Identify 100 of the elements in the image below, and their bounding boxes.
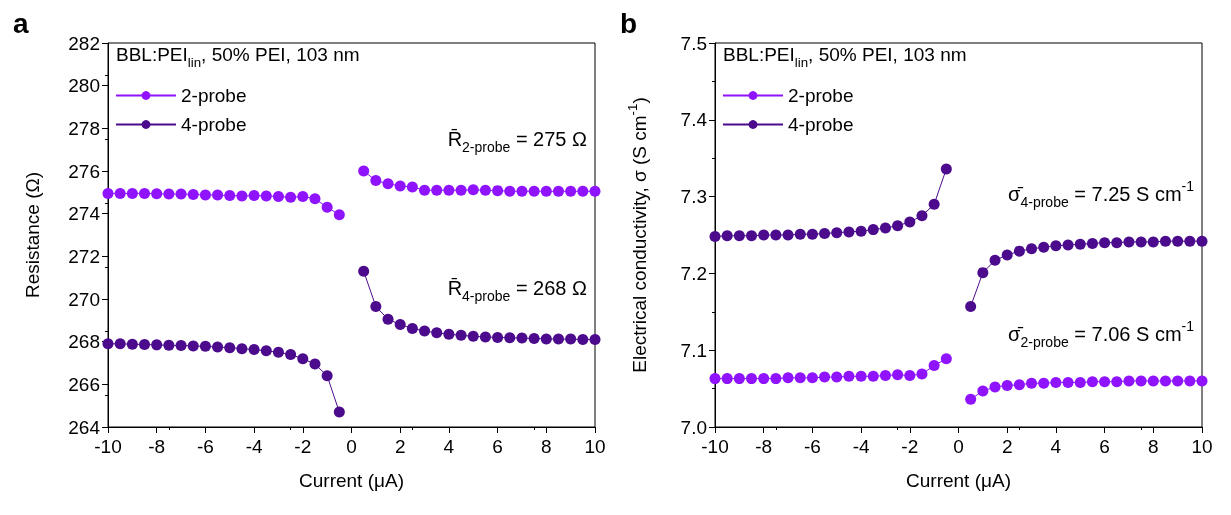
y-tick-label: 280 <box>68 75 100 97</box>
x-tick-label: -10 <box>94 436 122 457</box>
y-tick-label: 264 <box>68 416 101 438</box>
point <box>1172 375 1184 387</box>
y-tick-label: 7.4 <box>680 109 708 131</box>
x-tick-label: -4 <box>245 436 263 457</box>
y-tick-label: 266 <box>68 373 100 395</box>
legend-label: 4-probe <box>788 114 854 135</box>
point <box>333 406 345 418</box>
point <box>224 190 236 202</box>
point <box>1123 236 1135 248</box>
point <box>746 373 758 385</box>
point <box>892 369 904 381</box>
point <box>1123 375 1135 387</box>
y-tick-label: 278 <box>68 117 100 139</box>
point <box>236 190 248 202</box>
point <box>843 226 855 238</box>
x-tick-label: -6 <box>803 436 821 457</box>
point <box>928 360 940 372</box>
point <box>163 339 175 351</box>
point <box>770 373 782 385</box>
point <box>782 229 794 241</box>
x-tick-label: -8 <box>755 436 773 457</box>
point <box>516 332 528 344</box>
point <box>977 267 989 279</box>
point <box>114 338 126 350</box>
point <box>1074 376 1086 388</box>
point <box>358 165 370 177</box>
point <box>260 190 272 202</box>
point <box>492 185 504 197</box>
point <box>467 330 479 342</box>
point <box>1147 375 1159 387</box>
point <box>577 185 589 197</box>
y-tick-label: 274 <box>68 203 101 225</box>
point <box>965 300 977 312</box>
point <box>794 372 806 384</box>
point <box>1135 236 1147 248</box>
point <box>1062 376 1074 388</box>
point <box>1099 237 1111 249</box>
point <box>431 327 443 339</box>
point <box>565 185 577 197</box>
point <box>333 209 345 221</box>
x-tick-label: 2 <box>1001 436 1013 457</box>
x-tick-label: -6 <box>196 436 214 457</box>
x-tick-label: -10 <box>701 436 729 457</box>
point <box>758 229 770 241</box>
point <box>199 340 211 352</box>
x-tick-label: 6 <box>492 436 503 457</box>
point <box>965 393 977 405</box>
x-tick-label: -2 <box>901 436 919 457</box>
x-tick-label: -2 <box>294 436 312 457</box>
point <box>831 371 843 383</box>
point <box>904 370 916 382</box>
point <box>589 334 601 346</box>
point <box>431 184 443 196</box>
point <box>940 163 952 175</box>
point <box>114 187 126 199</box>
point <box>382 178 394 190</box>
point <box>370 300 382 312</box>
x-tick-label: 2 <box>394 436 406 457</box>
point <box>1086 237 1098 249</box>
point <box>1038 377 1050 389</box>
y-axis-title: Electrical conductivity, σ (S cm-1) <box>624 97 650 373</box>
point <box>309 193 321 205</box>
point <box>394 319 406 331</box>
point <box>102 338 114 350</box>
point <box>855 225 867 237</box>
point <box>1001 380 1013 392</box>
y-axis-title: Resistance (Ω) <box>22 171 43 299</box>
x-tick-label: 10 <box>1191 436 1213 457</box>
point <box>552 333 564 345</box>
point <box>516 185 528 197</box>
legend-label: 2-probe <box>788 85 854 106</box>
x-tick-label: -4 <box>852 436 870 457</box>
point <box>867 370 879 382</box>
point <box>126 187 138 199</box>
point <box>224 342 236 354</box>
point <box>199 189 211 201</box>
point <box>1196 235 1208 247</box>
x-tick-label: 4 <box>443 436 455 457</box>
point <box>297 191 309 203</box>
y-tick-label: 276 <box>68 160 100 182</box>
point <box>1001 249 1013 261</box>
y-tick-label: 7.0 <box>680 416 707 438</box>
point <box>151 339 163 351</box>
point <box>879 222 891 234</box>
point <box>1135 375 1147 387</box>
point <box>540 333 552 345</box>
point <box>406 181 418 193</box>
point <box>370 175 382 187</box>
point <box>733 230 745 242</box>
point <box>1196 375 1208 387</box>
point <box>394 180 406 192</box>
point <box>260 345 272 357</box>
point <box>758 373 770 385</box>
point <box>1159 375 1171 387</box>
point <box>467 184 479 196</box>
point <box>163 188 175 200</box>
point <box>565 333 577 345</box>
point <box>989 254 1001 266</box>
